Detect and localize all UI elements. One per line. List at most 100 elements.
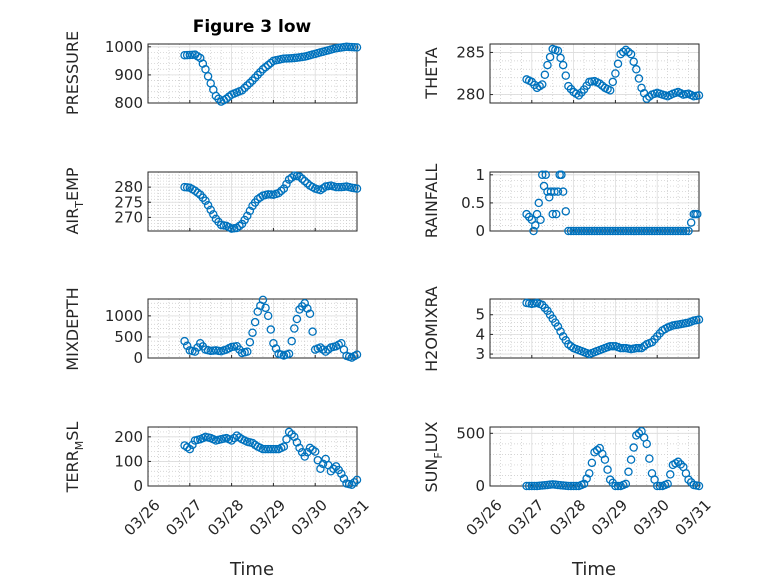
y-tick-label: 500 [456, 424, 485, 442]
data-point [634, 429, 644, 438]
y-tick-label: 1 [475, 166, 485, 184]
data-point [245, 337, 255, 347]
x-tick-label: 03/30 [288, 496, 331, 539]
data-point [279, 442, 289, 451]
y-tick-label: 100 [114, 452, 143, 470]
data-point [248, 76, 257, 85]
data-point [569, 481, 578, 491]
data-point [629, 443, 638, 452]
y-label-part: TERR [63, 450, 82, 493]
data-point [245, 206, 255, 216]
data-point [352, 475, 362, 485]
data-point [321, 347, 330, 356]
subplot-mixdepth: 0 500 1000 MIXDEPTH [63, 287, 362, 371]
data-point [538, 170, 547, 180]
data-point [350, 478, 359, 487]
y-label-part: LUX [422, 421, 441, 452]
subplot-theta: 280 285 THETA [422, 43, 704, 104]
data-point [290, 324, 299, 333]
x-tick-label: 03/27 [162, 496, 205, 539]
data-point [352, 184, 362, 193]
data-point [337, 469, 346, 478]
axes-box [147, 171, 358, 232]
data-point [350, 42, 359, 52]
x-tick-label: 03/26 [462, 496, 505, 539]
y-tick-label: 200 [114, 428, 143, 446]
data-point [316, 464, 325, 474]
data-point [556, 53, 565, 63]
data-point [626, 455, 636, 464]
data-point [347, 480, 357, 490]
data-point [556, 327, 565, 336]
y-tick-label: 5 [475, 306, 485, 324]
data-point [538, 80, 547, 89]
data-point [629, 57, 638, 66]
data-point [279, 184, 289, 193]
data-point [305, 309, 315, 318]
x-tick-label: 03/26 [120, 496, 163, 539]
data-point [266, 190, 276, 199]
data-point [188, 50, 197, 60]
data-point [352, 43, 362, 52]
data-point [287, 336, 296, 346]
data-point [545, 52, 555, 62]
data-point [261, 62, 270, 72]
data-point [553, 187, 563, 196]
data-point [585, 469, 594, 478]
data-point [282, 179, 291, 189]
y-axis-label: PRESSURE [63, 31, 82, 115]
data-point [550, 187, 559, 196]
data-point [632, 343, 641, 353]
data-point [608, 77, 618, 87]
data-point [564, 339, 573, 349]
y-tick-label: 0 [133, 349, 143, 367]
data-point [203, 72, 213, 81]
y-label-subscript: M [73, 441, 86, 451]
data-point [185, 444, 195, 454]
data-point [684, 226, 693, 236]
data-point [530, 481, 539, 491]
y-tick-label: 275 [114, 193, 143, 211]
data-point [258, 65, 268, 74]
data-point [253, 70, 262, 80]
data-point [342, 42, 351, 52]
x-tick-label: 03/29 [588, 496, 631, 539]
data-point [595, 79, 604, 88]
data-point [693, 209, 702, 219]
data-point [185, 50, 195, 60]
data-point [524, 212, 534, 222]
data-point [616, 343, 625, 353]
data-point [676, 460, 685, 469]
subplot-rainfall: 0 0.5 1 RAINFALL [422, 164, 702, 240]
data-point [318, 345, 328, 354]
data-point [276, 186, 286, 196]
data-point [618, 343, 628, 353]
y-label-part: SUN [422, 459, 441, 493]
y-tick-label: 270 [114, 208, 143, 226]
data-point [243, 347, 252, 356]
data-point [624, 467, 633, 477]
data-point [329, 464, 338, 474]
data-point [190, 186, 200, 196]
data-point [611, 481, 620, 491]
data-point [339, 474, 349, 483]
y-tick-label: 1000 [105, 38, 143, 56]
data-point [352, 350, 362, 359]
data-point [263, 60, 273, 70]
data-point [237, 86, 247, 95]
data-point [679, 226, 688, 236]
data-point [553, 46, 563, 55]
data-point [250, 73, 260, 82]
data-point [686, 218, 696, 227]
axes-box [489, 426, 700, 487]
data-point [182, 341, 192, 351]
subplot-pressure: 800 900 1000 PRESSURE [63, 31, 362, 115]
data-point [193, 188, 202, 197]
data-point [645, 454, 654, 463]
y-tick-label: 500 [114, 328, 143, 346]
y-axis-label: RAINFALL [422, 164, 441, 239]
data-point [605, 86, 615, 95]
data-point [282, 435, 291, 444]
x-tick-label: 03/28 [546, 496, 589, 539]
